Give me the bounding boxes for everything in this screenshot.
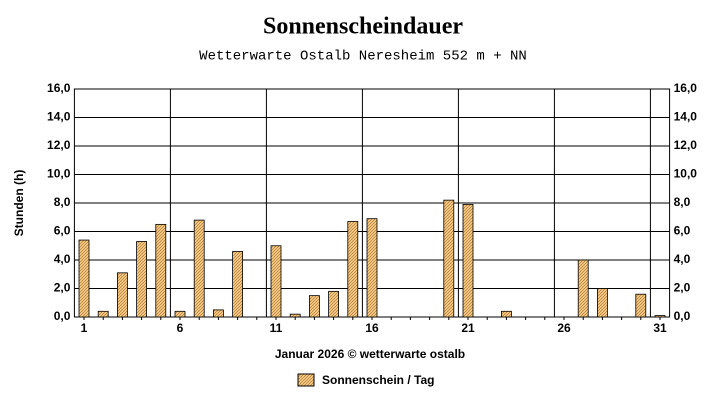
y2-tick-label: 14,0 [674, 110, 698, 124]
x-tick-label: 11 [270, 321, 283, 335]
bar [174, 310, 186, 318]
bar [462, 204, 474, 318]
x-tick-label: 21 [461, 321, 475, 335]
chart-title: Sonnenscheindauer [263, 14, 463, 40]
legend-swatch [297, 373, 315, 387]
bar [635, 293, 647, 318]
y2-tick-label: 2,0 [674, 281, 691, 295]
bar [500, 310, 512, 318]
y2-tick-label: 12,0 [674, 138, 698, 152]
chart-subtitle: Wetterwarte Ostalb Neresheim 552 m + NN [199, 49, 527, 65]
y2-tick-label: 10,0 [674, 167, 698, 181]
bar [308, 295, 320, 318]
y2-tick-label: 6,0 [674, 224, 691, 238]
bar [155, 223, 167, 318]
x-tick-label: 26 [557, 321, 571, 335]
bar [443, 199, 455, 318]
y-tick-label: 10,0 [47, 167, 71, 181]
y-tick-label: 2,0 [54, 281, 71, 295]
bar [597, 288, 608, 318]
bar [328, 290, 340, 318]
x-tick-label: 16 [365, 321, 379, 335]
bar [117, 272, 128, 318]
y-tick-label: 0,0 [54, 309, 71, 323]
x-tick-label: 31 [653, 321, 667, 335]
y-tick-label: 6,0 [54, 224, 71, 238]
y-tick-label: 8,0 [54, 195, 71, 209]
y-tick-label: 16,0 [47, 81, 71, 95]
bar [654, 315, 666, 318]
y2-tick-label: 4,0 [674, 252, 691, 266]
y2-tick-label: 16,0 [674, 81, 698, 95]
bar [212, 309, 224, 318]
x-axis-label: Januar 2026 © wetterwarte ostalb [275, 347, 465, 361]
bar [366, 218, 378, 318]
bar [78, 239, 90, 318]
bar [577, 259, 589, 318]
x-tick-label: 6 [177, 321, 184, 335]
bar [136, 241, 148, 318]
y-tick-label: 4,0 [54, 252, 71, 266]
bar [193, 219, 205, 318]
x-tick-label: 1 [81, 321, 88, 335]
bar [97, 310, 109, 318]
y-axis-label: Stunden (h) [12, 170, 26, 237]
y-tick-label: 14,0 [47, 110, 71, 124]
bar [289, 313, 301, 318]
y2-tick-label: 0,0 [674, 309, 691, 323]
legend-label: Sonnenschein / Tag [322, 373, 434, 387]
bar [232, 251, 244, 318]
y-tick-label: 12,0 [47, 138, 71, 152]
bar [347, 221, 359, 318]
y2-tick-label: 8,0 [674, 195, 691, 209]
bar [270, 245, 282, 318]
